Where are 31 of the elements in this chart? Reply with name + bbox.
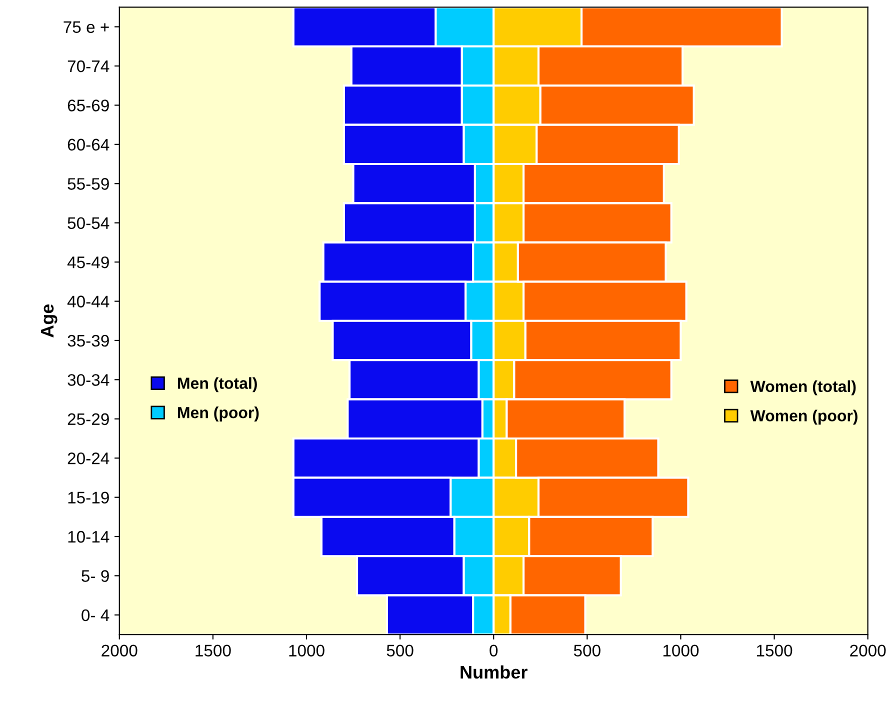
y-tick-label: 10-14 xyxy=(68,530,110,543)
legend-label: Women (poor) xyxy=(750,410,858,425)
legend-label: Women (total) xyxy=(750,380,856,396)
y-tick-label: 40-44 xyxy=(67,296,110,308)
y-tick-label: 30-34 xyxy=(68,374,110,386)
y-tick-label: 35-39 xyxy=(68,334,109,347)
y-tick-label: 15-19 xyxy=(68,492,109,504)
x-tick-label: 1500 xyxy=(757,644,792,657)
y-tick-label: 20-24 xyxy=(68,452,110,464)
y-tick-label: 65-69 xyxy=(68,100,109,112)
x-axis-title: Number xyxy=(460,665,528,679)
y-tick-label: 55-59 xyxy=(68,178,109,190)
y-tick-label: 45-49 xyxy=(67,256,109,268)
legend-label: Men (total) xyxy=(178,377,257,392)
y-tick-label: 75 e + xyxy=(64,21,109,33)
y-tick-label: 25-29 xyxy=(68,413,109,426)
x-tick-label: 1500 xyxy=(196,644,231,657)
y-tick-label: 70-74 xyxy=(68,60,110,72)
y-axis-title: Age xyxy=(41,304,58,338)
y-tick-label: 60-64 xyxy=(68,138,110,151)
x-tick-label: 2000 xyxy=(102,644,138,657)
x-tick-label: 500 xyxy=(574,644,600,657)
y-tick-label: 50-54 xyxy=(68,217,110,230)
y-tick-label: 5- 9 xyxy=(82,570,109,582)
x-tick-label: 1000 xyxy=(289,644,324,657)
legend-label: Men (poor) xyxy=(178,406,259,422)
x-tick-label: 0 xyxy=(490,644,498,657)
x-tick-label: 500 xyxy=(386,644,414,657)
x-tick-label: 1000 xyxy=(663,644,699,657)
y-tick-label: 0- 4 xyxy=(82,609,110,622)
x-tick-label: 2000 xyxy=(850,644,886,657)
